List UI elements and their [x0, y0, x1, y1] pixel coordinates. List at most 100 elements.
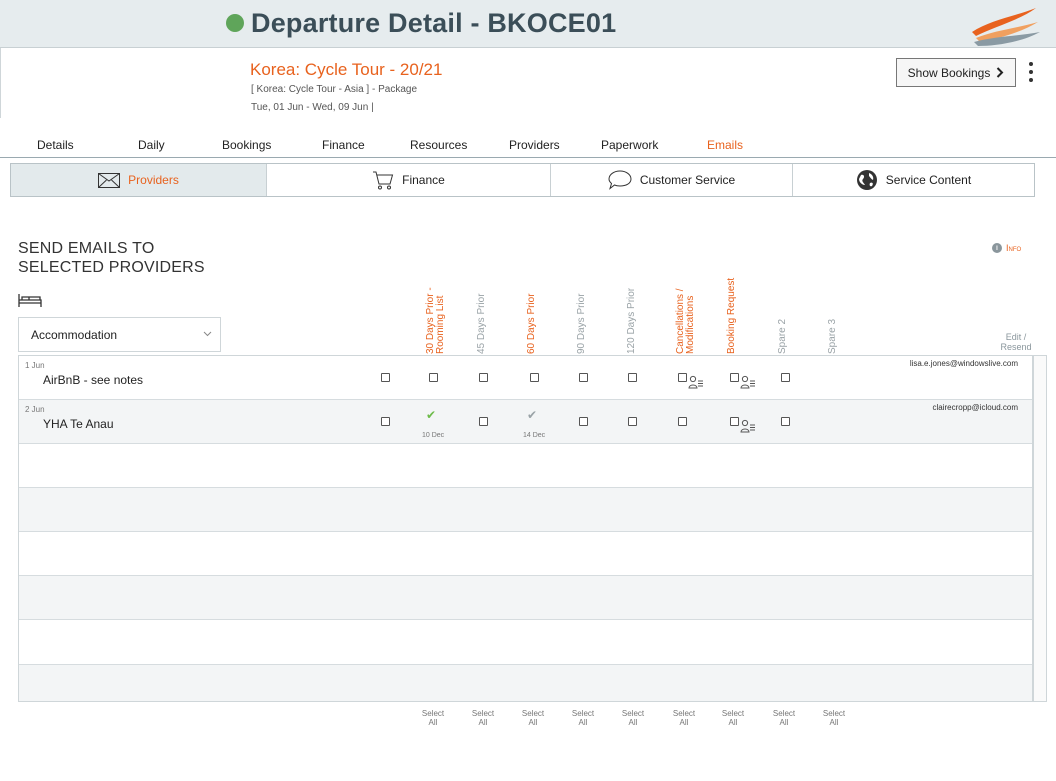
checkbox-90-days[interactable] [579, 417, 588, 426]
empty-row [19, 532, 1032, 576]
category-select-value: Accommodation [31, 327, 118, 342]
subtab-finance-label: Finance [402, 173, 445, 187]
tour-title: Korea: Cycle Tour - 20/21 [250, 60, 443, 79]
row-date: 1 Jun [25, 361, 45, 370]
select-all-45-days[interactable]: Select All [471, 709, 495, 727]
checkbox-30-days[interactable] [429, 373, 438, 382]
select-all-120-days[interactable]: Select All [621, 709, 645, 727]
swoosh-logo [972, 8, 1040, 46]
checkbox-spare-2[interactable] [781, 417, 790, 426]
envelope-icon [98, 172, 121, 188]
checkbox-60-days[interactable] [530, 373, 539, 382]
tab-emails[interactable]: Emails [707, 138, 744, 152]
tab-paperwork[interactable]: Paperwork [601, 138, 659, 152]
checkbox-45-days[interactable] [479, 417, 488, 426]
contact-card-icon[interactable] [740, 375, 756, 389]
chevron-right-icon [997, 67, 1004, 78]
column-header-90-days: 90 Days Prior [576, 293, 587, 354]
tour-dates: Tue, 01 Jun - Wed, 09 Jun | [251, 102, 374, 113]
row-provider-name: AirBnB - see notes [43, 373, 144, 387]
select-all-60-days[interactable]: Select All [521, 709, 545, 727]
tab-bookings[interactable]: Bookings [222, 138, 272, 152]
row-date: 2 Jun [25, 405, 45, 414]
section-title-line2: SELECTED PROVIDERS [18, 259, 205, 276]
subtab-service-content[interactable]: Service Content [793, 164, 1034, 196]
chevron-down-icon [203, 331, 212, 337]
subtab-finance[interactable]: Finance [267, 164, 551, 196]
column-header-edit-resend: Edit / Resend [1000, 332, 1032, 352]
subtab-service-content-label: Service Content [885, 173, 972, 187]
sent-check-icon: ✔ [426, 408, 437, 422]
providers-table: 1 Jun AirBnB - see notes lisa.e.jones@wi… [18, 355, 1033, 702]
empty-row [19, 620, 1032, 665]
category-select[interactable]: Accommodation [18, 317, 221, 352]
column-header-120-days: 120 Days Prior [626, 287, 637, 354]
info-label: Info [1006, 243, 1022, 253]
select-all-cancellations[interactable]: Select All [672, 709, 696, 727]
select-all-90-days[interactable]: Select All [571, 709, 595, 727]
sent-date: 14 Dec [523, 432, 546, 439]
empty-row [19, 488, 1032, 532]
select-all-booking-request[interactable]: Select All [721, 709, 745, 727]
info-link[interactable]: i Info [992, 243, 1021, 253]
subtab-customer-service[interactable]: Customer Service [551, 164, 793, 196]
select-all-30-days[interactable]: Select All [421, 709, 445, 727]
checkbox-cancellations[interactable] [678, 417, 687, 426]
main-tabs: Details Daily Bookings Finance Resources… [0, 138, 1056, 158]
empty-row [19, 576, 1032, 620]
sent-date: 10 Dec [422, 432, 445, 439]
more-menu-icon[interactable] [1027, 62, 1035, 82]
show-bookings-button[interactable]: Show Bookings [896, 58, 1016, 87]
column-header-45-days: 45 Days Prior [476, 293, 487, 354]
subtab-customer-service-label: Customer Service [639, 173, 736, 187]
checkbox-45-days[interactable] [479, 373, 488, 382]
column-header-cancellations: Cancellations / Modifications [675, 288, 696, 354]
tab-resources[interactable]: Resources [410, 138, 468, 152]
speech-bubble-icon [608, 170, 632, 190]
row-select-checkbox[interactable] [381, 373, 390, 382]
checkbox-cancellations[interactable] [678, 373, 687, 382]
row-email: clairecropp@icloud.com [932, 403, 1019, 412]
email-subtabs: Providers Finance Customer Service Servi… [10, 163, 1035, 197]
bed-icon [18, 294, 42, 307]
section-title: SEND EMAILS TO SELECTED PROVIDERS [18, 239, 205, 277]
column-header-booking-request: Booking Request [726, 277, 737, 354]
page-title: Departure Detail - BKOCE01 [251, 8, 617, 38]
column-header-60-days: 60 Days Prior [526, 293, 537, 354]
checkbox-booking-request[interactable] [730, 373, 739, 382]
status-indicator [226, 14, 244, 32]
contact-card-icon[interactable] [740, 419, 756, 433]
table-row: 1 Jun AirBnB - see notes lisa.e.jones@wi… [19, 356, 1032, 400]
select-all-spare-3[interactable]: Select All [822, 709, 846, 727]
cart-icon [373, 171, 394, 190]
vertical-scrollbar[interactable] [1033, 355, 1047, 702]
globe-icon [856, 170, 877, 190]
column-header-30-days: 30 Days Prior - Rooming List [425, 287, 446, 354]
checkbox-120-days[interactable] [628, 417, 637, 426]
subtab-providers-label: Providers [128, 173, 179, 187]
checkbox-booking-request[interactable] [730, 417, 739, 426]
tab-providers[interactable]: Providers [509, 138, 560, 152]
row-select-checkbox[interactable] [381, 417, 390, 426]
subtab-providers[interactable]: Providers [11, 164, 267, 196]
checkbox-spare-2[interactable] [781, 373, 790, 382]
info-icon: i [992, 243, 1002, 253]
tab-daily[interactable]: Daily [138, 138, 165, 152]
select-all-spare-2[interactable]: Select All [772, 709, 796, 727]
empty-row [19, 665, 1032, 701]
column-header-spare-2: Spare 2 [777, 318, 788, 354]
row-email: lisa.e.jones@windowslive.com [909, 359, 1018, 368]
left-divider [0, 48, 1, 118]
show-bookings-label: Show Bookings [907, 65, 991, 80]
checkbox-120-days[interactable] [628, 373, 637, 382]
checkbox-90-days[interactable] [579, 373, 588, 382]
tab-finance[interactable]: Finance [322, 138, 365, 152]
table-row: 2 Jun YHA Te Anau clairecropp@icloud.com… [19, 400, 1032, 444]
tab-details[interactable]: Details [37, 138, 74, 152]
sent-check-icon: ✔ [527, 408, 538, 422]
section-title-line1: SEND EMAILS TO [18, 240, 155, 257]
contact-card-icon[interactable] [688, 375, 704, 389]
row-provider-name: YHA Te Anau [43, 417, 114, 431]
empty-row [19, 444, 1032, 488]
column-header-spare-3: Spare 3 [827, 318, 838, 354]
